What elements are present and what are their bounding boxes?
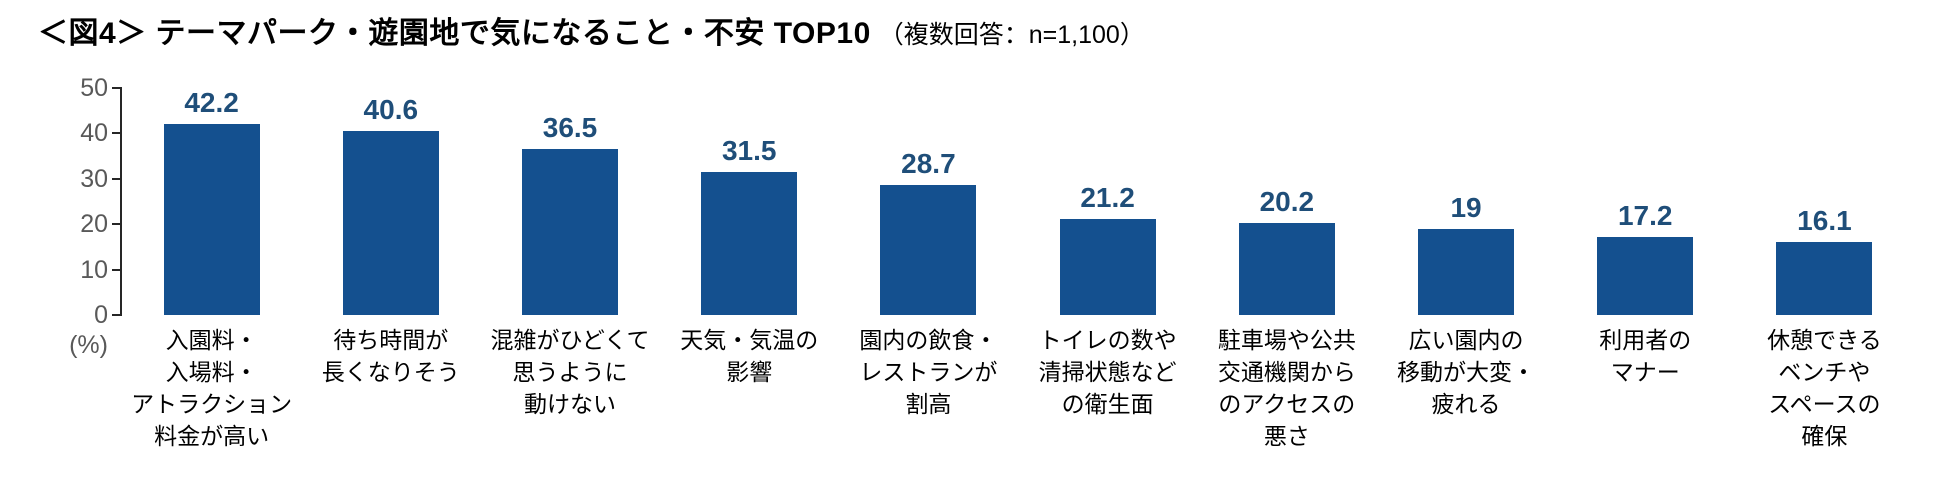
value-label: 31.5 [721, 135, 777, 166]
category-label: 広い園内の 移動が大変・ 疲れる [1397, 327, 1536, 417]
value-label: 42.2 [184, 87, 239, 118]
y-axis-unit-label: (%) [69, 331, 108, 359]
y-tick-label-0: 0 [94, 301, 108, 329]
bar [701, 172, 798, 315]
y-tick-label-40: 40 [80, 119, 108, 147]
y-axis-tick [112, 223, 120, 225]
value-label: 36.5 [542, 112, 598, 144]
y-axis-tick [112, 132, 120, 134]
bar [1776, 241, 1873, 315]
y-axis-tick [112, 314, 120, 316]
bar-group-manners: 17.2 利用者の マナー [1556, 88, 1735, 385]
y-tick-label-20: 20 [80, 210, 108, 238]
bar [342, 130, 439, 315]
y-tick-label-10: 10 [80, 256, 108, 284]
bar [1238, 223, 1335, 315]
value-label: 20.2 [1259, 186, 1315, 218]
category-label: トイレの数や 清掃状態など の衛生面 [1038, 327, 1177, 417]
category-label: 待ち時間が 長くなりそう [321, 327, 460, 385]
value-label: 19 [1450, 191, 1482, 223]
plot-area: 42.2 入園料・ 入場料・ アトラクション 料金が高い 40.6 待ち時間が … [122, 87, 1914, 450]
bar-group-walking: 19 広い園内の 移動が大変・ 疲れる [1376, 88, 1555, 417]
category-label: 混雑がひどくて 思うように 動けない [490, 327, 650, 417]
category-label: 駐車場や公共 交通機関から のアクセスの 悪さ [1217, 327, 1356, 449]
y-tick-label-50: 50 [80, 74, 108, 102]
bar-group-access: 20.2 駐車場や公共 交通機関から のアクセスの 悪さ [1197, 88, 1376, 449]
bar-group-wait-time: 40.6 待ち時間が 長くなりそう [301, 88, 480, 385]
y-axis-tick [112, 87, 120, 89]
bar-group-crowding: 36.5 混雑がひどくて 思うように 動けない [480, 88, 659, 417]
bar [1597, 236, 1694, 315]
value-label: 21.2 [1080, 181, 1135, 213]
bar [1418, 228, 1515, 315]
value-label: 17.2 [1617, 199, 1673, 231]
bar-group-rest-space: 16.1 休憩できる ベンチや スペースの 確保 [1735, 88, 1914, 449]
bar [163, 124, 260, 315]
bar-group-weather: 31.5 天気・気温の 影響 [660, 88, 839, 386]
value-label: 40.6 [363, 93, 419, 125]
bar-group-toilets: 21.2 トイレの数や 清掃状態など の衛生面 [1018, 88, 1197, 417]
bar-group-entry-fee: 42.2 入園料・ 入場料・ アトラクション 料金が高い [122, 87, 301, 450]
category-label: 休憩できる ベンチや スペースの 確保 [1767, 327, 1882, 449]
bar [880, 184, 977, 315]
value-label: 16.1 [1797, 204, 1852, 236]
chart-title-row: ＜図4＞ テーマパーク・遊園地で気になること・不安 TOP10 （複数回答：n=1… [38, 8, 1145, 52]
value-label: 28.7 [901, 147, 956, 179]
y-tick-label-30: 30 [80, 165, 108, 193]
category-label: 利用者の マナー [1599, 327, 1692, 385]
bar-group-food-price: 28.7 園内の飲食・ レストランが 割高 [839, 88, 1018, 417]
y-axis-line [120, 87, 122, 316]
chart-title: ＜図4＞ テーマパーク・遊園地で気になること・不安 TOP10 [38, 17, 871, 50]
y-axis-tick [112, 178, 120, 180]
bar [1059, 218, 1156, 315]
category-label: 入園料・ 入場料・ アトラクション 料金が高い [131, 327, 293, 449]
bar [522, 149, 618, 315]
y-axis-tick [112, 269, 120, 271]
category-label: 天気・気温の 影響 [680, 327, 819, 385]
category-label: 園内の飲食・ レストランが 割高 [859, 327, 998, 417]
chart-subtitle: （複数回答：n=1,100） [878, 21, 1145, 49]
